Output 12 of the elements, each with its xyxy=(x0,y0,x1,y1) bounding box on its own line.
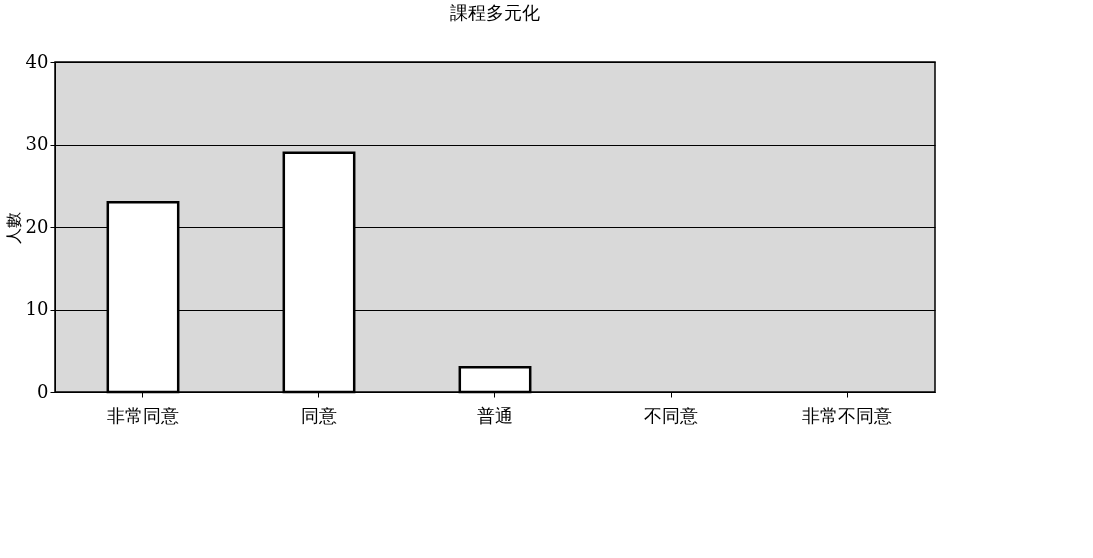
y-tick-label: 20 xyxy=(25,215,49,237)
x-tick-label: 同意 xyxy=(301,404,337,426)
y-tick-label: 0 xyxy=(37,380,49,402)
chart-title: 課程多元化 xyxy=(450,2,540,23)
x-tick-label: 普通 xyxy=(477,404,513,426)
y-tick-label: 30 xyxy=(25,133,49,154)
y-tick-label: 40 xyxy=(25,50,49,72)
y-axis-title: 人數 xyxy=(3,211,23,244)
y-tick-label: 10 xyxy=(25,298,49,319)
x-tick-label: 不同意 xyxy=(644,404,698,426)
x-tick-label: 非常不同意 xyxy=(802,404,892,426)
x-tick-label: 非常同意 xyxy=(107,404,179,426)
